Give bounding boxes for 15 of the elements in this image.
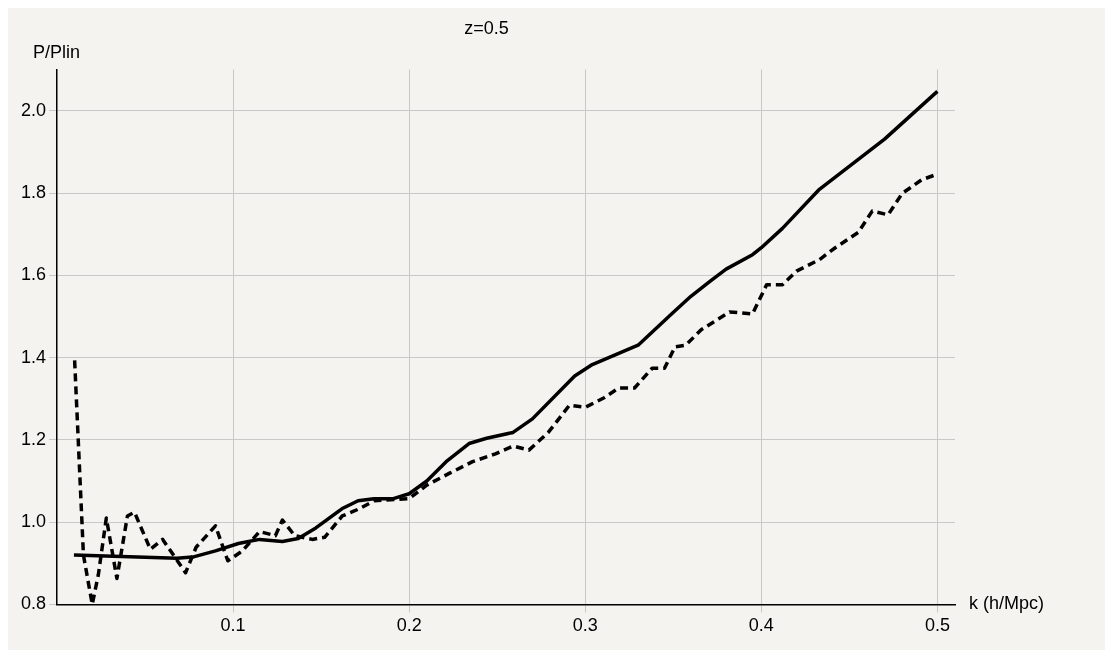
y-tick-label: 2.0: [20, 99, 47, 120]
y-tick-label: 0.8: [20, 593, 47, 614]
x-axis-title: k (h/Mpc): [969, 593, 1045, 614]
x-tick-label: 0.3: [572, 615, 598, 636]
x-tick-label: 0.5: [924, 615, 950, 636]
y-tick-label: 1.8: [20, 181, 47, 202]
y-axis-title: P/Plin: [33, 41, 81, 62]
y-tick-label: 1.6: [20, 264, 47, 285]
y-tick-label: 1.0: [20, 511, 47, 532]
y-tick-label: 1.2: [20, 428, 47, 449]
x-tick-label: 0.2: [396, 615, 422, 636]
x-tick-label: 0.4: [748, 615, 774, 636]
chart-title: z=0.5: [464, 17, 509, 38]
y-tick-label: 1.4: [20, 346, 47, 367]
x-tick-label: 0.1: [220, 615, 246, 636]
